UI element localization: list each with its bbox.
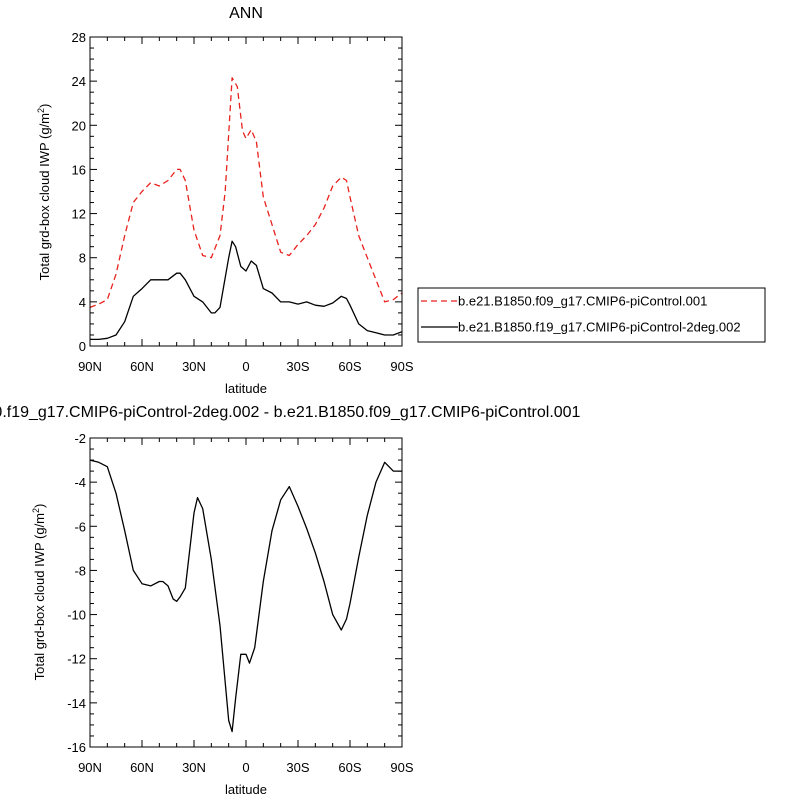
bottom-panel-data-layer xyxy=(89,459,402,733)
bottom-panel-x-tick-label: 30S xyxy=(286,760,309,775)
bottom-panel-x-tick-label: 0 xyxy=(242,760,249,775)
top-panel-y-tick-label: 4 xyxy=(79,295,86,310)
top-panel-y-axis-label: Total grd-box cloud IWP (g/m2) xyxy=(36,104,52,281)
top-panel-y-tick-label: 28 xyxy=(72,30,86,45)
bottom-panel-x-axis-label: latitude xyxy=(225,782,267,797)
top-panel-x-tick-label: 60N xyxy=(130,359,154,374)
legend: b.e21.B1850.f09_g17.CMIP6-piControl.001 … xyxy=(417,287,766,343)
top-panel-x-tick-label: 0 xyxy=(242,359,249,374)
top-panel-series-line-2 xyxy=(90,240,403,341)
top-panel-y-tick-label: 8 xyxy=(79,251,86,266)
top-panel-x-tick-label: 90S xyxy=(390,359,413,374)
bottom-panel-y-axis-label: Total grd-box cloud IWP (g/m2) xyxy=(31,504,47,681)
bottom-panel-y-tick-label: -8 xyxy=(74,563,86,578)
legend-box xyxy=(417,287,766,343)
top-panel-x-tick-label: 30S xyxy=(286,359,309,374)
bottom-panel-y-tick-label: -10 xyxy=(67,608,86,623)
bottom-panel-y-tick-label: -6 xyxy=(74,519,86,534)
top-panel-x-tick-label: 60S xyxy=(338,359,361,374)
bottom-panel-axes: -16 -14 -12 -10 -8 -6 -4 -2 90N 60N 30N 0 30S 60S 90S xyxy=(67,431,414,775)
top-panel-x-tick-label: 30N xyxy=(182,359,206,374)
top-panel-series-line-1 xyxy=(89,77,403,309)
top-panel-y-axis-label-superscript: 2 xyxy=(36,108,46,113)
top-panel-y-tick-label: 20 xyxy=(72,118,86,133)
bottom-panel-y-axis-label-main: Total grd-box cloud IWP (g/m xyxy=(32,513,47,680)
bottom-panel-y-tick-label: -12 xyxy=(67,652,86,667)
bottom-panel-x-tick-label: 60N xyxy=(130,760,154,775)
bottom-panel-frame xyxy=(89,437,403,748)
top-panel-x-tick-label: 90N xyxy=(78,359,102,374)
bottom-panel-x-tick-label: 30N xyxy=(182,760,206,775)
bottom-panel: b.e21.B1850.f19_g17.CMIP6-piControl-2deg… xyxy=(0,404,581,797)
bottom-panel-series-line-1 xyxy=(89,459,402,733)
top-panel-frame xyxy=(89,36,403,347)
legend-label-series-2: b.e21.B1850.f19_g17.CMIP6-piControl-2deg… xyxy=(458,320,741,335)
legend-label-series-1: b.e21.B1850.f09_g17.CMIP6-piControl.001 xyxy=(458,294,707,309)
top-panel-y-tick-label: 24 xyxy=(72,74,86,89)
bottom-panel-x-tick-label: 60S xyxy=(338,760,361,775)
top-panel-y-axis-label-close: ) xyxy=(37,104,52,108)
top-panel-data-layer xyxy=(89,77,403,341)
bottom-panel-y-tick-label: -4 xyxy=(74,475,86,490)
bottom-panel-y-tick-label: -16 xyxy=(67,740,86,755)
top-panel: ANN 0 4 8 12 16 20 24 28 90N 60N 30N 0 30S 60S 90S lat… xyxy=(36,5,766,396)
top-panel-y-tick-label: 0 xyxy=(79,339,86,354)
bottom-panel-x-tick-label: 90S xyxy=(390,760,413,775)
bottom-panel-title: b.e21.B1850.f19_g17.CMIP6-piControl-2deg… xyxy=(0,404,581,421)
top-panel-y-tick-label: 12 xyxy=(72,207,86,222)
top-panel-axes: 0 4 8 12 16 20 24 28 90N 60N 30N 0 30S 60S 90S xyxy=(72,30,414,374)
top-panel-y-tick-label: 16 xyxy=(72,162,86,177)
bottom-panel-y-axis-label-close: ) xyxy=(32,504,47,508)
top-panel-title: ANN xyxy=(229,5,263,22)
top-panel-y-axis-label-main: Total grd-box cloud IWP (g/m xyxy=(37,113,52,280)
bottom-panel-y-tick-label: -14 xyxy=(67,696,86,711)
bottom-panel-y-axis-label-superscript: 2 xyxy=(31,508,41,513)
top-panel-x-axis-label: latitude xyxy=(225,381,267,396)
bottom-panel-y-tick-label: -2 xyxy=(74,431,86,446)
bottom-panel-x-tick-label: 90N xyxy=(78,760,102,775)
